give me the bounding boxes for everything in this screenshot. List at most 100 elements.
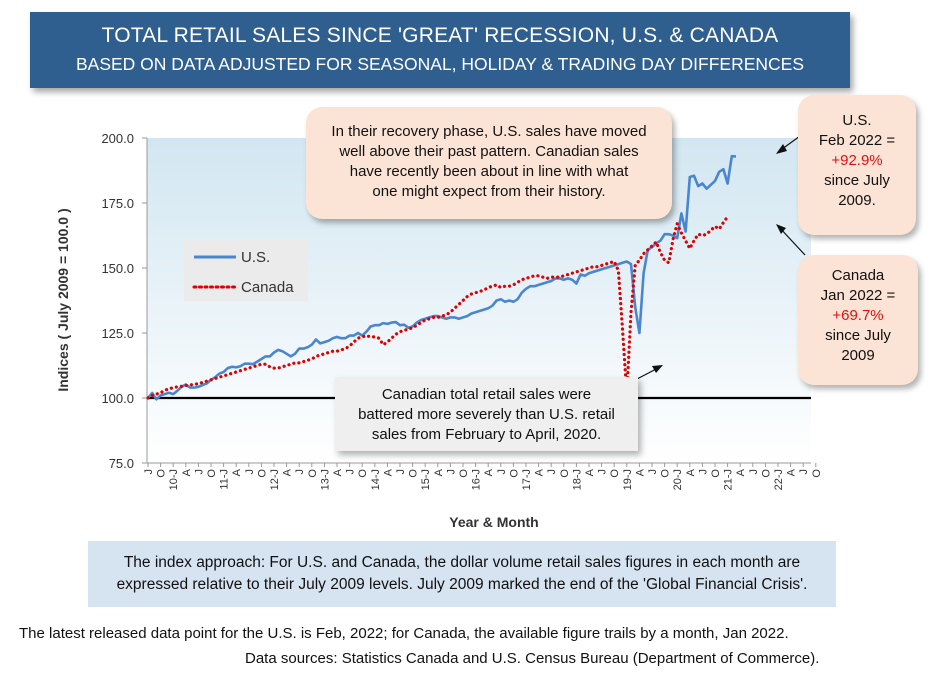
canada-callout: Canada Jan 2022 = +69.7% since July 2009 — [798, 255, 918, 385]
x-tick-label: 22-J — [773, 469, 785, 490]
x-tick-label: J — [748, 469, 760, 475]
y-tick-label: 150.0 — [101, 261, 134, 276]
y-tick-label: 175.0 — [101, 196, 134, 211]
x-tick-label: 11-J — [219, 469, 231, 490]
x-tick-label: J — [395, 469, 407, 475]
x-tick-label: J — [546, 469, 558, 475]
footer-sources: Data sources: Statistics Canada and U.S.… — [245, 650, 820, 667]
covid-line-2: battered more severely than U.S. retail — [358, 406, 615, 423]
us-callout-since: since July — [824, 172, 890, 189]
x-tick-label: 21-J — [723, 469, 735, 490]
x-tick-label: O — [811, 469, 823, 478]
us-callout-date: Feb 2022 = — [818, 132, 896, 149]
index-approach-note: The index approach: For U.S. and Canada,… — [88, 541, 836, 607]
x-tick-label: A — [534, 468, 546, 476]
x-tick-label: O — [307, 469, 319, 478]
x-tick-label: O — [357, 469, 369, 478]
x-tick-label: A — [483, 468, 495, 476]
y-tick-label: 75.0 — [109, 456, 134, 471]
canada-series — [146, 215, 730, 400]
canada-callout-arrow — [778, 226, 806, 256]
recovery-callout: In their recovery phase, U.S. sales have… — [306, 107, 672, 219]
us-line — [147, 154, 737, 401]
x-tick-label: O — [458, 469, 470, 478]
x-tick-label: 18-J — [571, 469, 583, 490]
covid-callout: Canadian total retail sales were battere… — [335, 377, 638, 451]
us-series — [147, 154, 737, 401]
x-tick-label: 15-J — [420, 469, 432, 490]
x-tick-label: A — [433, 468, 445, 476]
x-tick-label: A — [584, 468, 596, 476]
x-tick-label: 20-J — [672, 469, 684, 490]
x-tick-label: A — [685, 468, 697, 476]
x-tick-label: J — [345, 469, 357, 475]
recovery-line-2: well above their past pattern. Canadian … — [339, 143, 639, 160]
chart-subtitle: BASED ON DATA ADJUSTED FOR SEASONAL, HOL… — [75, 54, 805, 74]
x-tick-label: J — [697, 469, 709, 475]
x-tick-label: A — [332, 468, 344, 476]
y-tick-label: 100.0 — [101, 391, 134, 406]
x-tick-label: J — [143, 469, 155, 475]
legend-us-label: U.S. — [241, 249, 270, 266]
canada-callout-year: 2009 — [841, 347, 875, 364]
x-tick-label: O — [156, 469, 168, 478]
x-tick-label: O — [408, 469, 420, 478]
x-tick-label: 19-J — [622, 469, 634, 490]
recovery-line-3: have recently been about in line with wh… — [349, 163, 629, 180]
canada-callout-percent: +69.7% — [832, 307, 884, 324]
canada-arrow-head — [776, 224, 786, 234]
x-tick-label: O — [609, 469, 621, 478]
covid-arrow-head — [652, 365, 663, 373]
canada-line — [146, 215, 730, 400]
x-tick-label: J — [244, 469, 256, 475]
x-tick-label: O — [508, 469, 520, 478]
canada-callout-since: since July — [825, 327, 891, 344]
chart-title: TOTAL RETAIL SALES SINCE 'GREAT' RECESSI… — [101, 24, 779, 47]
us-callout-country: U.S. — [842, 112, 872, 129]
x-tick-label: J — [294, 469, 306, 475]
index-note-line-1: The index approach: For U.S. and Canada,… — [123, 554, 801, 571]
y-axis-title: Indices ( July 2009 = 100.0 ) — [55, 208, 71, 391]
x-tick-label: 12-J — [269, 469, 281, 490]
legend: U.S. Canada — [184, 239, 308, 301]
y-tick-label: 200.0 — [101, 131, 134, 146]
x-tick-label: 14-J — [370, 469, 382, 490]
x-tick-label: 16-J — [471, 469, 483, 490]
x-axis-title: Year & Month — [449, 514, 538, 530]
x-tick-label: A — [382, 468, 394, 476]
index-note-line-2: expressed relative to their July 2009 le… — [116, 576, 808, 593]
x-tick-label: J — [193, 469, 205, 475]
x-tick-label: O — [760, 469, 772, 478]
title-banner: TOTAL RETAIL SALES SINCE 'GREAT' RECESSI… — [30, 12, 850, 88]
x-tick-label: O — [256, 469, 268, 478]
x-tick-label: O — [206, 469, 218, 478]
x-tick-label: A — [634, 468, 646, 476]
x-tick-label: J — [798, 469, 810, 475]
x-tick-label: A — [282, 468, 294, 476]
us-callout-percent: +92.9% — [831, 152, 883, 169]
x-tick-label: J — [597, 469, 609, 475]
x-tick-label: A — [181, 468, 193, 476]
x-tick-label: 10-J — [168, 469, 180, 490]
covid-line-1: Canadian total retail sales were — [381, 386, 592, 403]
x-tick-label: O — [559, 469, 571, 478]
us-arrow-head — [776, 144, 787, 154]
canada-callout-date: Jan 2022 = — [820, 287, 896, 304]
x-tick-label: 17-J — [521, 469, 533, 490]
canada-callout-country: Canada — [831, 267, 885, 284]
us-callout-year: 2009. — [838, 192, 876, 209]
y-tick-label: 125.0 — [101, 326, 134, 341]
x-tick-label: 13-J — [319, 469, 331, 490]
recovery-line-4: one might expect from their history. — [372, 183, 606, 200]
covid-line-3: sales from February to April, 2020. — [371, 426, 602, 443]
x-tick-label: O — [710, 469, 722, 478]
x-tick-label: J — [445, 469, 457, 475]
x-tick-label: J — [647, 469, 659, 475]
x-tick-label: A — [735, 468, 747, 476]
us-callout: U.S. Feb 2022 = +92.9% since July 2009. — [798, 95, 916, 235]
x-axis: J O 10-J A J O 11-J A J O 12-J A J O 13-J A J O 14-J A J O 15-… — [143, 462, 823, 490]
legend-canada-label: Canada — [241, 279, 294, 296]
x-tick-label: A — [231, 468, 243, 476]
x-tick-label: A — [786, 468, 798, 476]
